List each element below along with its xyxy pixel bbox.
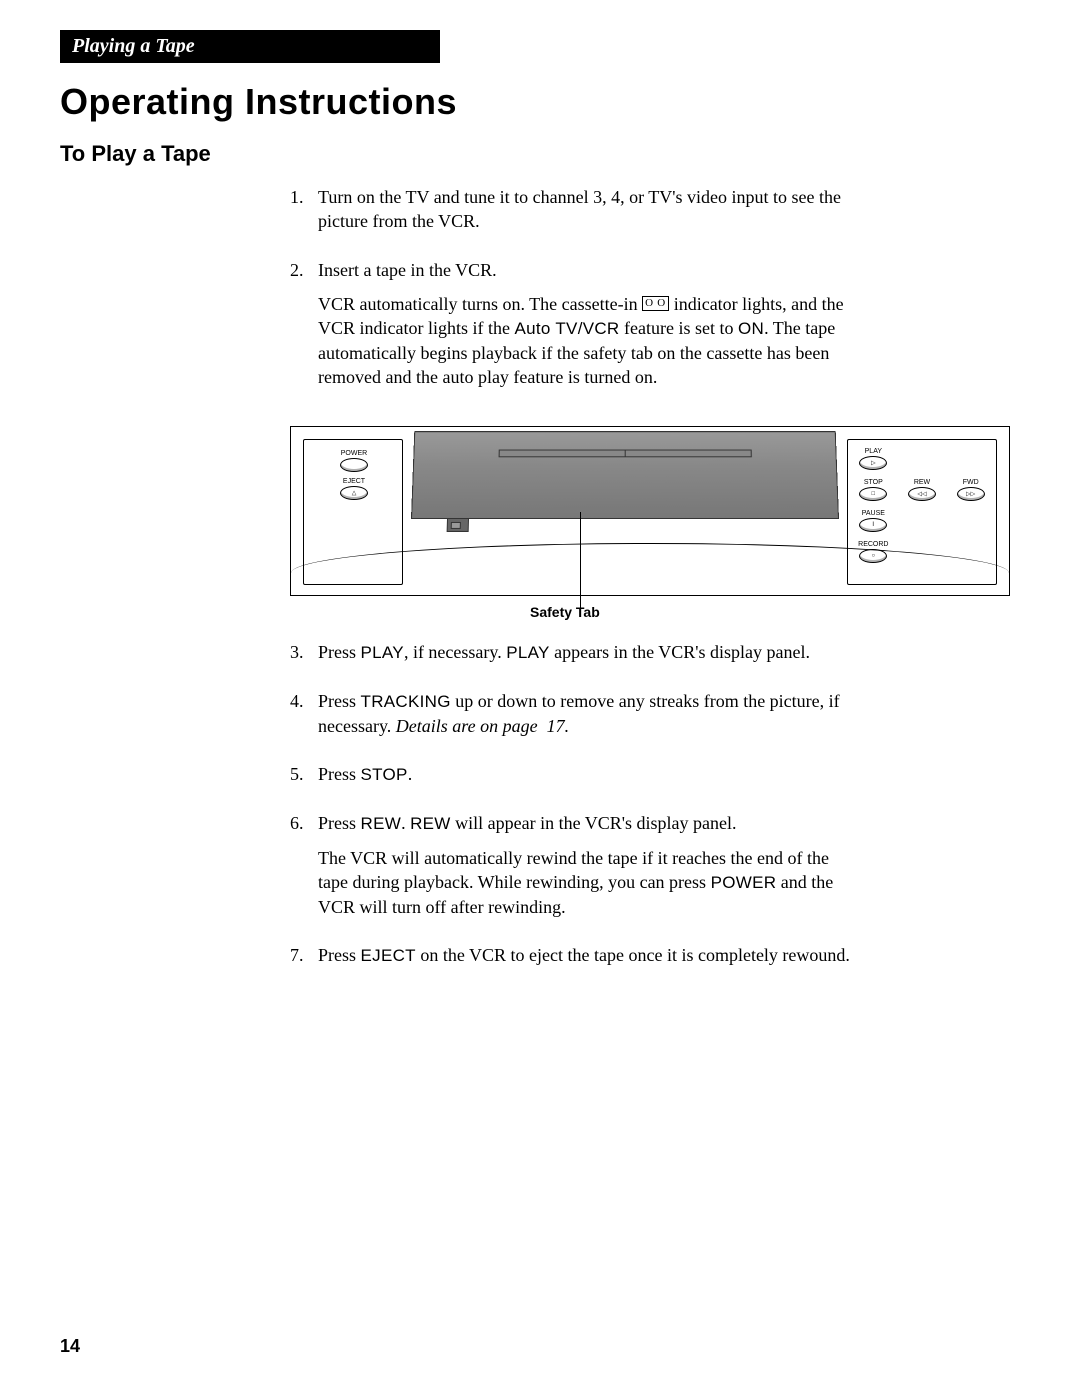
step-number: 1. [290,185,318,244]
vcr-foot [447,518,469,532]
cassette-in-icon: O O [642,296,669,311]
power-button-icon [340,458,368,472]
step-number: 5. [290,762,318,797]
button-label: EJECT [324,478,384,485]
instruction-step: 5.Press STOP. [290,762,850,797]
steps-list-continued: 3.Press PLAY, if necessary. PLAY appears… [290,640,850,979]
vcr-body [411,431,839,519]
page-number: 14 [60,1336,80,1357]
instruction-step: 1.Turn on the TV and tune it to channel … [290,185,850,244]
safety-tab-label: Safety Tab [530,604,1010,620]
step-body: Insert a tape in the VCR. VCR automatical… [318,258,850,400]
step-text: VCR automatically turns on. The cassette… [318,292,850,390]
step-text: The VCR will automatically rewind the ta… [318,846,850,920]
step-number: 4. [290,689,318,748]
instruction-step: 6.Press REW. REW will appear in the VCR'… [290,811,850,929]
play-button-icon: ▷ [859,456,887,470]
step-body: Press REW. REW will appear in the VCR's … [318,811,850,929]
button-label: PLAY [856,448,891,455]
step-body: Press STOP. [318,762,850,797]
step-number: 6. [290,811,318,929]
step-text: Press EJECT on the VCR to eject the tape… [318,943,850,968]
instruction-step: 7.Press EJECT on the VCR to eject the ta… [290,943,850,978]
step-text: Press STOP. [318,762,850,787]
button-label: STOP [856,479,891,486]
safety-tab-indicator [451,522,461,529]
page-title: Operating Instructions [60,81,1020,123]
step-text: Turn on the TV and tune it to channel 3,… [318,185,850,234]
fwd-button-icon: ▷▷ [957,487,985,501]
button-label: POWER [324,450,384,457]
button-label: RECORD [856,541,891,548]
cassette-slot-icon [499,449,752,457]
step-number: 2. [290,258,318,400]
button-label: FWD [953,479,988,486]
button-label: PAUSE [856,510,891,517]
rew-button-icon: ◁◁ [908,487,936,501]
vcr-diagram: POWER EJECT△ PLAY▷ STOP□ REW◁◁ FWD▷▷ PAUSE‖ RE… [290,426,1010,620]
step-body: Press EJECT on the VCR to eject the tape… [318,943,850,978]
section-tab: Playing a Tape [60,30,440,63]
step-number: 7. [290,943,318,978]
step-body: Turn on the TV and tune it to channel 3,… [318,185,850,244]
step-text: Insert a tape in the VCR. [318,258,850,282]
eject-button-icon: △ [340,486,368,500]
instruction-step: 4.Press TRACKING up or down to remove an… [290,689,850,748]
button-label: REW [905,479,940,486]
instruction-step: 3.Press PLAY, if necessary. PLAY appears… [290,640,850,675]
step-body: Press TRACKING up or down to remove any … [318,689,850,748]
stop-button-icon: □ [859,487,887,501]
steps-list: 1.Turn on the TV and tune it to channel … [290,185,850,400]
step-text: Press REW. REW will appear in the VCR's … [318,811,850,836]
step-text: Press TRACKING up or down to remove any … [318,689,850,738]
safety-tab-pointer [580,512,581,612]
step-number: 3. [290,640,318,675]
step-body: Press PLAY, if necessary. PLAY appears i… [318,640,850,675]
instruction-step: 2.Insert a tape in the VCR. VCR automatic… [290,258,850,400]
section-subtitle: To Play a Tape [60,141,1020,167]
step-text: Press PLAY, if necessary. PLAY appears i… [318,640,850,665]
pause-button-icon: ‖ [859,518,887,532]
